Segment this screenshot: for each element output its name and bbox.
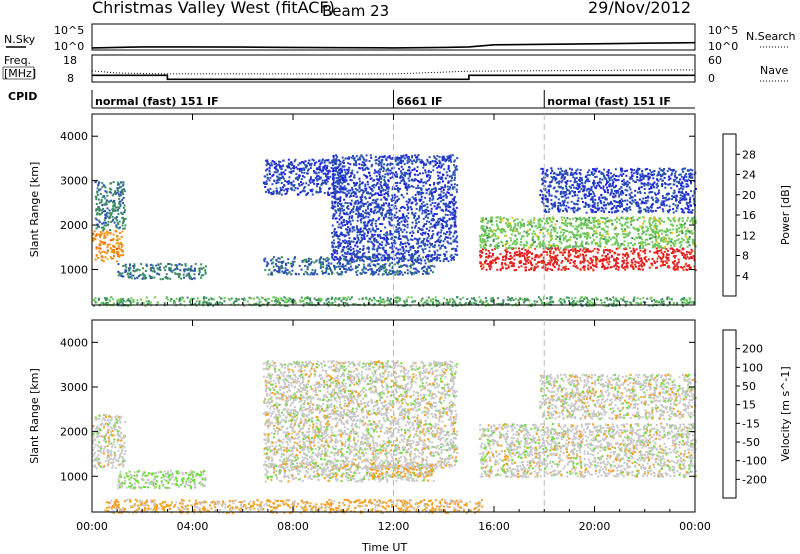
noise-series	[91, 41, 696, 49]
velocity-y-tick-label: 1000	[60, 470, 88, 483]
noise-line	[91, 41, 696, 49]
noise-right-label: N.Search	[746, 30, 796, 43]
x-axis-label: Time UT	[361, 541, 407, 554]
velocity-y-axis-label: Slant Range [km]	[28, 368, 41, 464]
noise-right-tick-top: 10^5	[708, 24, 738, 37]
x-tick-label: 00:00	[679, 520, 711, 533]
cpid-label: CPID	[8, 90, 37, 103]
freq-left-label-2: [MHz]	[4, 67, 36, 80]
velocity-y-tick-label: 3000	[60, 381, 88, 394]
freq-line	[92, 74, 695, 81]
cpid-segment-label: normal (fast) 151 IF	[547, 95, 671, 108]
nave-line	[91, 69, 696, 75]
freq-left-tick-bottom: 8	[67, 72, 74, 85]
power-colorbar-tick-label: 20	[742, 189, 756, 202]
freq-right-tick-top: 60	[708, 54, 722, 67]
velocity-colorbar-tick-label: -100	[742, 455, 767, 468]
power-panel: 1000 2000 3000 4000 Slant Range [km]	[28, 113, 697, 307]
x-tick-label: 16:00	[478, 520, 510, 533]
velocity-colorbar-tick-label: 100	[742, 361, 763, 374]
power-y-axis-label: Slant Range [km]	[28, 162, 41, 258]
cpid-segment-label: 6661 IF	[397, 95, 443, 108]
date-label: 29/Nov/2012	[588, 0, 691, 17]
power-colorbar-tick-label: 4	[742, 270, 749, 283]
velocity-colorbar-tick-label: -200	[742, 473, 767, 486]
x-tick-label: 00:00	[76, 520, 108, 533]
power-echo-region	[92, 229, 124, 263]
velocity-colorbar-tick-label: 200	[742, 343, 763, 356]
velocity-echo-region	[262, 360, 459, 470]
power-colorbar-tick-label: 28	[742, 148, 756, 161]
power-echo-region	[479, 247, 697, 272]
velocity-echo-region	[117, 469, 207, 490]
freq-panel	[91, 54, 696, 83]
power-echo-region	[117, 262, 207, 281]
power-y-tick-label: 4000	[60, 130, 88, 143]
x-tick-label: 08:00	[277, 520, 309, 533]
velocity-colorbar-tick-label: 15	[742, 399, 756, 412]
velocity-echo-region	[539, 373, 697, 421]
freq-left-label-1: Freq.	[4, 54, 31, 67]
power-y-tick-label: 2000	[60, 219, 88, 232]
noise-panel	[91, 23, 696, 51]
power-echo-region	[263, 256, 436, 276]
freq-right-tick-bottom: 0	[708, 72, 715, 85]
site-title: Christmas Valley West (fitACF)	[92, 0, 335, 17]
velocity-panel: 1000 2000 3000 4000 Slant Range [km]	[28, 319, 697, 514]
velocity-echo-region	[479, 422, 697, 479]
velocity-colorbar-tick-label: -15	[742, 417, 760, 430]
noise-left-label: N.Sky	[4, 33, 36, 46]
power-colorbar-tick-label: 12	[742, 229, 756, 242]
velocity-colorbar-tick-label: 50	[742, 380, 756, 393]
power-colorbar-tick-label: 16	[742, 209, 756, 222]
power-colorbar: 28 24 20 16 12 8 4 Power [dB]	[722, 133, 792, 297]
power-echo-region	[479, 216, 697, 250]
power-colorbar-label: Power [dB]	[779, 185, 792, 245]
noise-right-tick-bottom: 10^0	[708, 40, 738, 53]
power-colorbar-tick-label: 24	[742, 169, 756, 182]
velocity-y-tick-label: 2000	[60, 426, 88, 439]
power-echo-region	[94, 180, 127, 232]
x-tick-label: 20:00	[579, 520, 611, 533]
freq-right-label: Nave	[760, 64, 788, 77]
power-echo-region	[539, 167, 697, 214]
freq-series	[91, 69, 696, 81]
x-tick-label: 12:00	[378, 520, 410, 533]
freq-left-tick-top: 18	[63, 54, 77, 67]
velocity-echo-region	[368, 463, 433, 479]
power-y-tick-label: 3000	[60, 175, 88, 188]
velocity-colorbar: 200 100 50 15 -15 -50 -100 -200 Velocity [m s^-1…	[722, 329, 792, 499]
velocity-colorbar-label: Velocity [m s^-1]	[779, 366, 792, 461]
cpid-segment-label: normal (fast) 151 IF	[95, 95, 219, 108]
freq-left-label-box	[2, 66, 35, 80]
power-colorbar-tick-label: 8	[742, 250, 749, 263]
noise-left-tick-bottom: 10^0	[54, 40, 84, 53]
power-echo-region	[330, 154, 459, 263]
velocity-colorbar-tick-label: -50	[742, 436, 760, 449]
velocity-y-tick-label: 4000	[60, 336, 88, 349]
beam-label: Beam 23	[322, 2, 389, 20]
power-y-tick-label: 1000	[60, 263, 88, 276]
noise-left-tick-top: 10^5	[54, 24, 84, 37]
x-axis: 00:00 04:00 08:00 12:00 16:00 20:00 00:00	[76, 520, 711, 533]
cpid-row: normal (fast) 151 IF 6661 IF normal (fast)…	[91, 90, 695, 109]
velocity-echo-region	[92, 413, 127, 470]
x-tick-label: 04:00	[177, 520, 209, 533]
